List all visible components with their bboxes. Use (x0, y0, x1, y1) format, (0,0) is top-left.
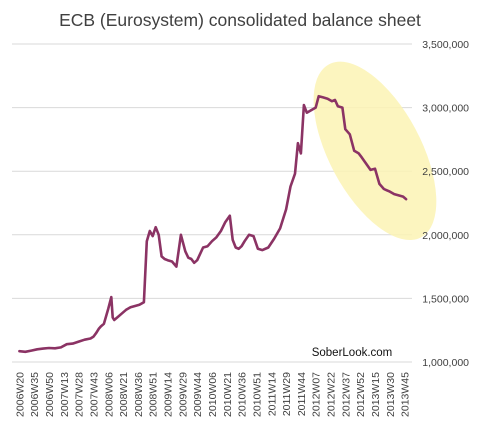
y-tick-label: 3,500,000 (422, 39, 469, 51)
y-axis-ticks: 1,000,000 1,500,000 2,000,000 2,500,000 3,00… (422, 39, 469, 369)
x-tick-label: 2010W51 (251, 372, 263, 417)
x-tick-label: 2006W35 (29, 372, 41, 417)
x-tick-label: 2007W43 (88, 372, 100, 417)
x-tick-label: 2013W30 (385, 372, 397, 417)
y-tick-label: 2,500,000 (422, 166, 469, 178)
x-tick-label: 2012W52 (355, 372, 367, 417)
x-tick-label: 2011W14 (266, 372, 278, 416)
gridlines (12, 43, 412, 363)
x-tick-label: 2009W14 (163, 372, 175, 417)
watermark: SoberLook.com (312, 347, 393, 359)
x-tick-label: 2012W22 (326, 372, 338, 417)
y-tick-label: 1,000,000 (422, 357, 469, 369)
x-tick-label: 2008W21 (118, 372, 130, 417)
x-tick-label: 2007W13 (59, 372, 71, 417)
y-tick-label: 3,000,000 (422, 103, 469, 115)
y-tick-label: 1,500,000 (422, 293, 469, 305)
x-tick-label: 2011W44 (296, 372, 308, 416)
x-tick-label: 2013W45 (400, 372, 412, 417)
x-tick-label: 2009W44 (192, 372, 204, 417)
series-line (18, 94, 408, 354)
x-tick-label: 2010W06 (207, 372, 219, 417)
x-tick-label: 2008W36 (133, 372, 145, 417)
x-tick-label: 2007W28 (74, 372, 86, 417)
x-tick-label: 2013W15 (370, 372, 382, 417)
x-tick-label: 2008W06 (103, 372, 115, 417)
x-tick-label: 2012W37 (340, 372, 352, 417)
x-tick-label: 2006W20 (14, 372, 26, 417)
chart-title: ECB (Eurosystem) consolidated balance sh… (59, 10, 421, 30)
x-tick-label: 2008W51 (148, 372, 160, 417)
x-tick-label: 2009W29 (177, 372, 189, 417)
x-axis-ticks: 2006W20 2006W35 2006W50 2007W13 2007W28 2007W… (14, 372, 411, 417)
series-layer (18, 94, 408, 354)
highlight-annotation (313, 61, 437, 241)
x-tick-label: 2012W07 (311, 372, 323, 417)
x-tick-label: 2010W36 (237, 372, 249, 417)
y-tick-label: 2,000,000 (422, 230, 469, 242)
x-tick-label: 2011W29 (281, 372, 293, 416)
x-tick-label: 2010W21 (222, 372, 234, 417)
highlight-ellipse (313, 61, 437, 241)
x-tick-label: 2006W50 (44, 372, 56, 417)
